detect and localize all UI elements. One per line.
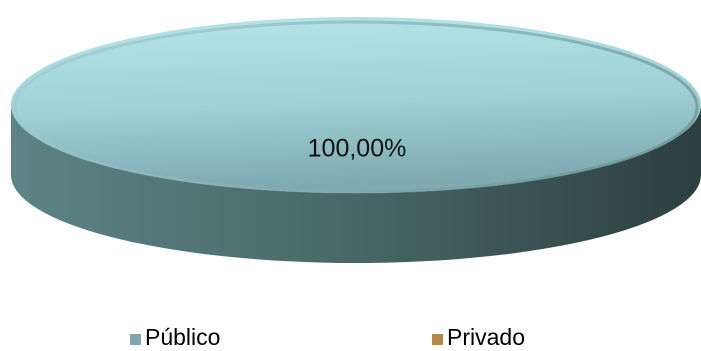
legend-item-publico: Público bbox=[130, 324, 220, 351]
pie-slice-side-publico bbox=[11, 105, 701, 263]
pie-slices bbox=[11, 17, 701, 263]
legend-swatch-privado bbox=[432, 333, 443, 345]
pie-slice-publico bbox=[11, 17, 701, 193]
legend: Público Privado bbox=[0, 324, 701, 351]
pie-slice-rim-publico bbox=[13, 20, 699, 194]
legend-label-publico: Público bbox=[145, 324, 221, 350]
legend-label-privado: Privado bbox=[447, 324, 525, 350]
pie-chart-canvas: 100,00% bbox=[11, 17, 701, 263]
legend-item-privado: Privado bbox=[432, 324, 525, 351]
data-label-publico: 100,00% bbox=[308, 135, 407, 163]
legend-swatch-publico bbox=[130, 333, 141, 345]
